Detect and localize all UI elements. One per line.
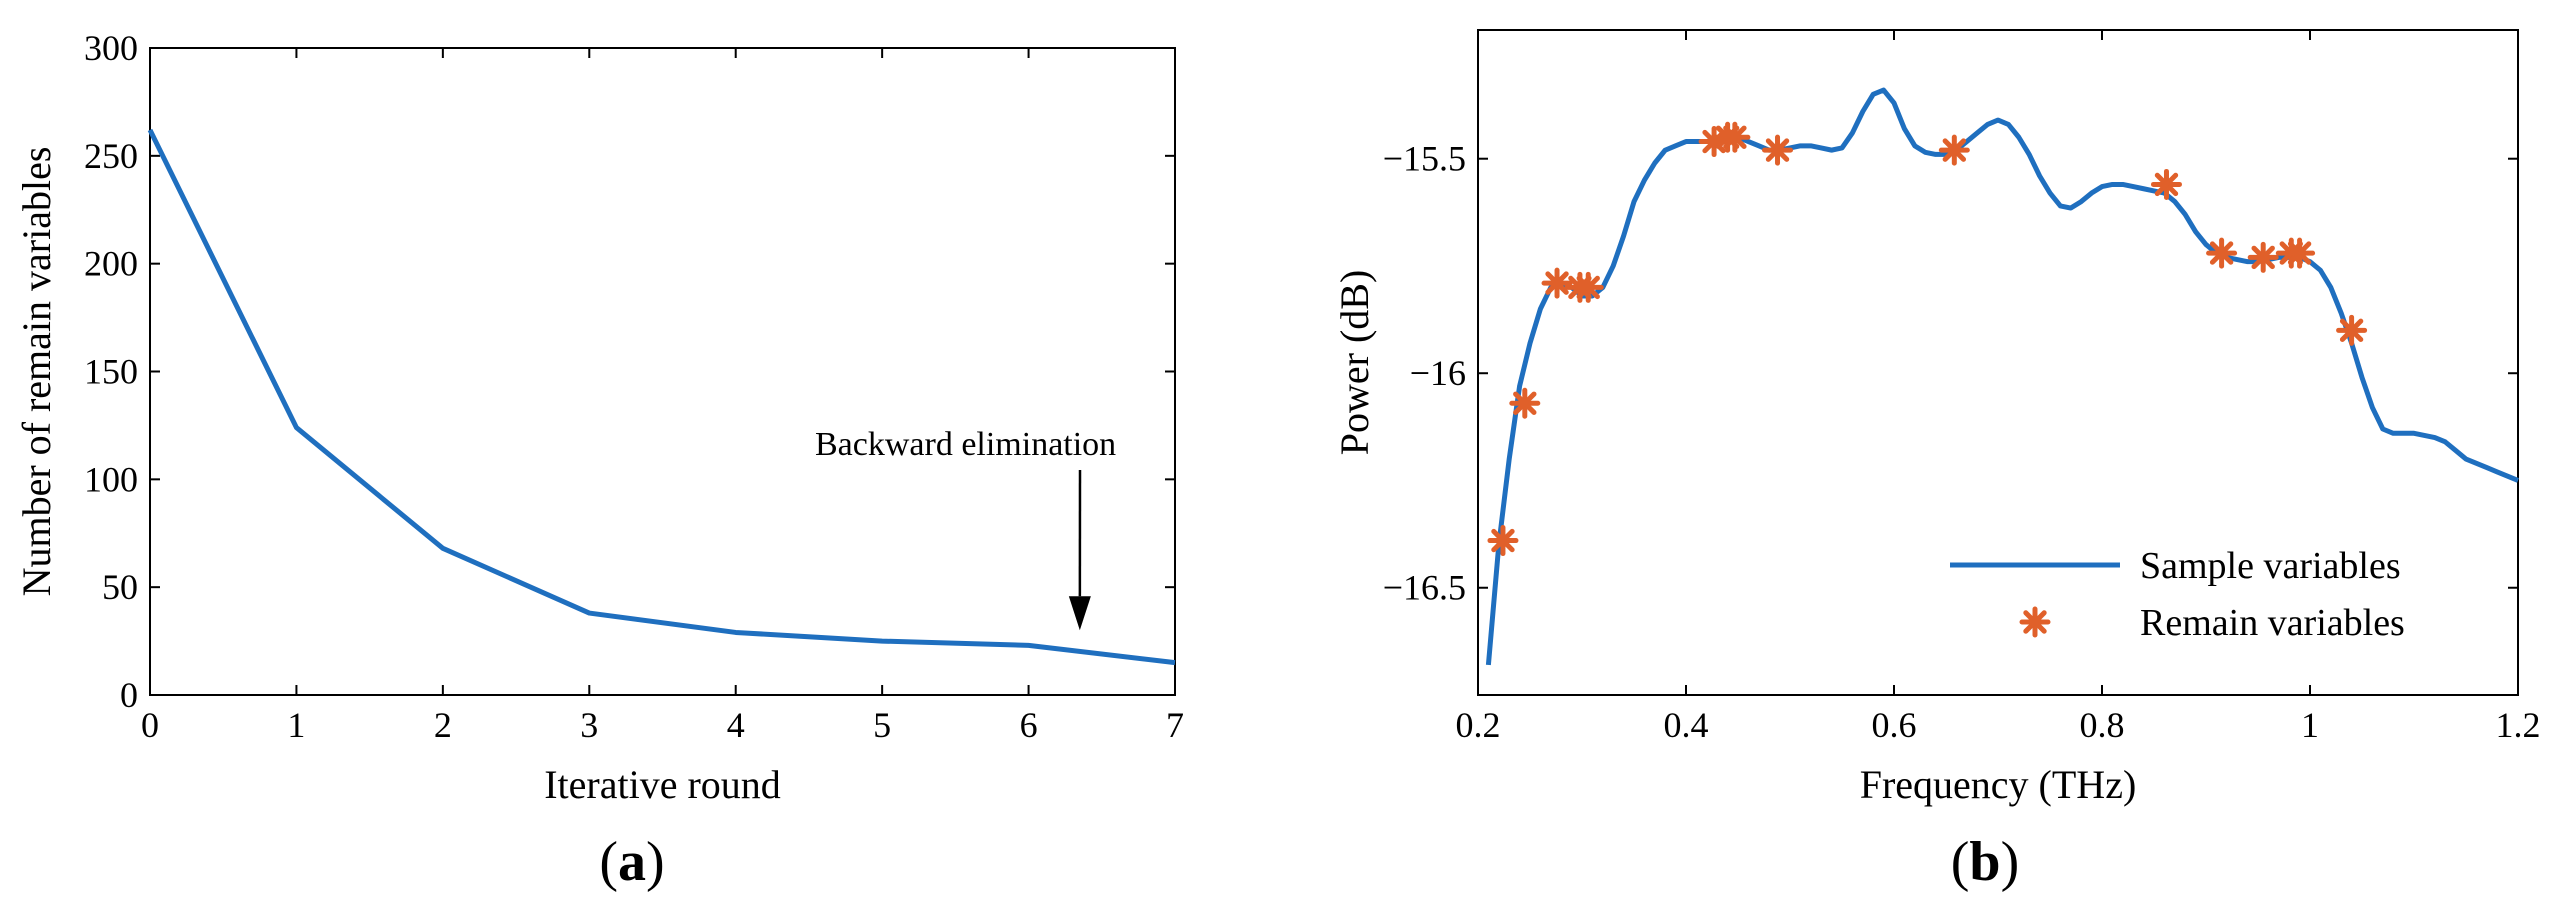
- chart-a-x-axis-label: Iterative round: [544, 762, 781, 807]
- annotation-text: Backward elimination: [815, 426, 1116, 463]
- data-point-remain-variable: [1541, 267, 1573, 299]
- x-tick-label: 0.6: [1872, 705, 1917, 745]
- chart-b-ticks: 0.2 0.4 0.6 0.8 1 1.2 −16.5 −16 −15.5: [1383, 30, 2541, 745]
- data-point-remain-variable-stroke: [1765, 138, 1790, 162]
- chart-b-plot-area: [1477, 29, 2519, 696]
- y-tick-label: 250: [84, 136, 138, 176]
- chart-b-y-axis-label: Power (dB): [1332, 270, 1377, 456]
- x-tick-label: 3: [580, 705, 598, 745]
- chart-a-plot-area: [149, 47, 1176, 696]
- chart-b-legend: Sample variables Remain variables: [1950, 545, 2405, 644]
- data-point-remain-variable-stroke: [2209, 241, 2234, 265]
- series-line-remain-variables: [147, 128, 1176, 666]
- x-tick-label: 1: [287, 705, 305, 745]
- x-tick-label: 7: [1166, 705, 1184, 745]
- data-point-remain-variable: [1572, 271, 1604, 303]
- annotation-arrowhead: [1068, 596, 1091, 631]
- y-tick-label: 300: [84, 28, 138, 68]
- data-point-remain-variable-stroke: [2251, 245, 2275, 270]
- x-tick-label: 1.2: [2496, 705, 2541, 745]
- data-point-remain-variable: [2284, 237, 2316, 269]
- chart-b: 0.2 0.4 0.6 0.8 1 1.2 −16.5 −16 −15.5 Sample var…: [1332, 29, 2541, 893]
- panel-label-b-open: (: [1951, 831, 1970, 893]
- x-tick-label: 2: [434, 705, 452, 745]
- x-tick-label: 0.8: [2080, 705, 2125, 745]
- panel-label-a: (a): [599, 831, 664, 893]
- panel-label-b-close: ): [2001, 831, 2020, 893]
- y-tick-label: 150: [84, 352, 138, 392]
- panel-label-a-close: ): [646, 831, 665, 893]
- data-point-remain-variable-stroke: [1942, 138, 1967, 162]
- panel-label-a-letter: a: [618, 831, 646, 893]
- data-point-remain-variable-stroke: [1576, 275, 1600, 300]
- x-tick-label: 0.4: [1664, 705, 1709, 745]
- legend-star-marker-stroke: [2023, 610, 2047, 634]
- data-point-remain-variable: [2150, 168, 2182, 200]
- x-tick-label: 6: [1020, 705, 1038, 745]
- panel-label-a-open: (: [599, 831, 618, 893]
- data-point-remain-variable: [2206, 237, 2238, 269]
- data-point-remain-variable-stroke: [1491, 528, 1515, 553]
- legend-label-sample: Sample variables: [2140, 545, 2401, 587]
- data-point-remain-variable: [1719, 121, 1751, 153]
- data-point-remain-variable-stroke: [1513, 391, 1537, 415]
- data-point-remain-variable: [1509, 387, 1541, 419]
- data-point-remain-variable-stroke: [1723, 125, 1747, 149]
- y-tick-label: −16.5: [1383, 568, 1466, 608]
- chart-b-data: [1485, 87, 2519, 666]
- x-tick-label: 5: [873, 705, 891, 745]
- y-tick-label: −16: [1410, 353, 1466, 393]
- x-tick-label: 4: [727, 705, 745, 745]
- chart-b-x-axis-label: Frequency (THz): [1860, 762, 2137, 807]
- data-point-remain-variable: [2336, 314, 2368, 346]
- y-tick-label: 0: [120, 675, 138, 715]
- chart-a-y-axis-label: Number of remain variables: [14, 147, 59, 597]
- data-point-remain-variable-stroke: [2339, 318, 2364, 343]
- data-point-remain-variable-stroke: [2154, 172, 2179, 197]
- panel-label-b: (b): [1951, 831, 2019, 893]
- x-tick-label: 0.2: [1456, 705, 1501, 745]
- y-tick-label: 200: [84, 244, 138, 284]
- legend-label-remain: Remain variables: [2140, 602, 2405, 644]
- chart-a-ticks: 0 1 2 3 4 5 6 7 0 50 100 150 200 250 300: [84, 28, 1184, 745]
- data-point-remain-variable: [1487, 525, 1519, 557]
- y-tick-label: 50: [102, 567, 138, 607]
- chart-a-annotation: Backward elimination: [815, 426, 1116, 631]
- data-point-remain-variable-stroke: [1545, 271, 1569, 295]
- chart-a: 0 1 2 3 4 5 6 7 0 50 100 150 200 250 300 Backward elim…: [14, 28, 1184, 893]
- panel-label-b-letter: b: [1969, 831, 2000, 893]
- data-point-remain-variable: [1762, 134, 1794, 166]
- data-point-remain-variable-stroke: [2287, 241, 2312, 265]
- legend-star-marker: [2019, 606, 2051, 638]
- x-tick-label: 1: [2301, 705, 2319, 745]
- data-point-remain-variable: [2247, 241, 2279, 273]
- chart-a-data: [147, 128, 1176, 666]
- data-point-remain-variable: [1938, 134, 1970, 166]
- y-tick-label: 100: [84, 459, 138, 499]
- legend-marker-swatch: [2019, 606, 2051, 638]
- x-tick-label: 0: [141, 705, 159, 745]
- y-tick-label: −15.5: [1383, 139, 1466, 179]
